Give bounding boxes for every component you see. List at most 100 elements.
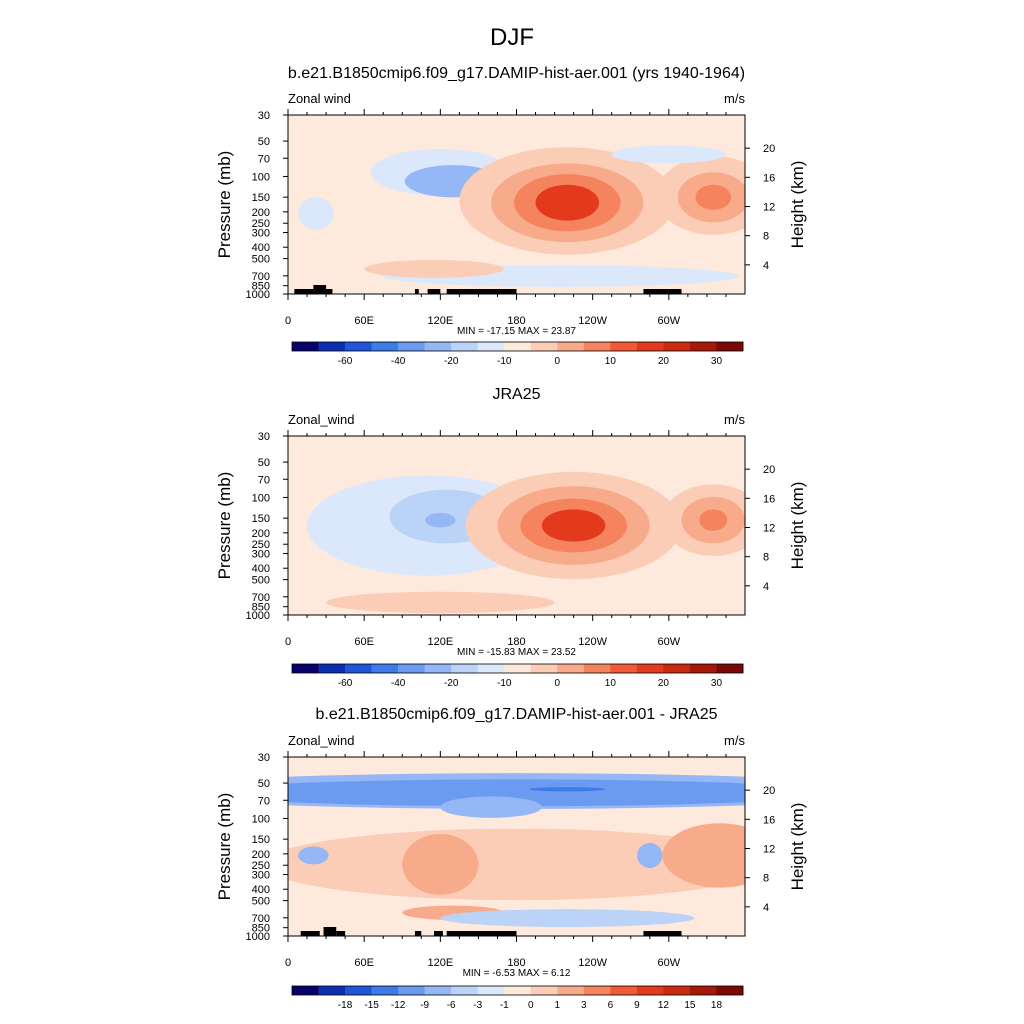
height-tick-label: 16	[763, 493, 775, 505]
pressure-tick-label: 50	[258, 778, 270, 790]
units-label: m/s	[724, 91, 745, 106]
units-label: m/s	[724, 412, 745, 427]
pressure-tick-label: 100	[252, 813, 270, 825]
colorbar-swatch	[318, 342, 346, 351]
panel-1: b.e21.B1850cmip6.f09_g17.DAMIP-hist-aer.…	[215, 65, 807, 367]
colorbar-label: 20	[658, 678, 670, 689]
colorbar-label: 1	[555, 1000, 561, 1011]
y-axis-label: Pressure (mb)	[215, 472, 234, 580]
colorbar-label: -20	[444, 356, 459, 367]
pressure-tick-label: 250	[252, 860, 270, 872]
contour-region	[611, 145, 726, 164]
colorbar-label: -18	[338, 1000, 353, 1011]
colorbar-swatch	[292, 986, 319, 995]
panel-title: b.e21.B1850cmip6.f09_g17.DAMIP-hist-aer.…	[315, 706, 717, 723]
pressure-tick-label: 30	[258, 431, 270, 443]
colorbar-frame	[291, 985, 744, 996]
colorbar-swatch	[371, 664, 399, 673]
colorbar-label: 18	[711, 1000, 723, 1011]
lon-tick-label: 60E	[354, 957, 374, 969]
lon-tick-label: 0	[285, 636, 291, 648]
colorbar-label: -40	[391, 356, 406, 367]
pressure-tick-label: 200	[252, 849, 270, 861]
topography-mask	[323, 927, 337, 936]
colorbar-swatch	[318, 986, 346, 995]
pressure-tick-label: 700	[252, 913, 270, 925]
variable-label: Zonal wind	[288, 91, 351, 106]
panel-title: JRA25	[492, 386, 540, 403]
colorbar-swatch	[689, 664, 717, 673]
colorbar-swatch	[583, 986, 611, 995]
height-tick-label: 8	[763, 231, 769, 243]
colorbar-label: -10	[497, 678, 512, 689]
colorbar-swatch	[345, 342, 372, 351]
pressure-tick-label: 100	[252, 492, 270, 504]
pressure-tick-label: 30	[258, 110, 270, 122]
y-axis-label: Pressure (mb)	[215, 793, 234, 901]
lon-tick-label: 120W	[578, 315, 607, 327]
lon-tick-label: 120E	[427, 957, 453, 969]
colorbar-swatch	[424, 664, 452, 673]
colorbar-swatch	[371, 342, 399, 351]
topography-mask	[294, 289, 314, 294]
colorbar-label: 20	[658, 356, 670, 367]
pressure-tick-label: 400	[252, 884, 270, 896]
figure-title: DJF	[490, 24, 534, 51]
contour-region	[541, 509, 606, 542]
panel-3: b.e21.B1850cmip6.f09_g17.DAMIP-hist-aer.…	[215, 706, 807, 1011]
colorbar-frame	[291, 341, 744, 352]
colorbar-swatch	[477, 664, 505, 673]
colorbar-swatch	[557, 986, 585, 995]
colorbar-swatch	[530, 986, 558, 995]
pressure-tick-label: 1000	[246, 610, 270, 622]
height-tick-label: 20	[763, 464, 775, 476]
variable-label: Zonal_wind	[288, 412, 355, 427]
colorbar-swatch	[504, 986, 532, 995]
contour-region	[326, 591, 555, 614]
colorbar-swatch	[451, 342, 479, 351]
lon-tick-label: 60W	[658, 315, 681, 327]
pressure-tick-label: 500	[252, 254, 270, 266]
colorbar-swatch	[477, 986, 505, 995]
contour-region	[440, 796, 542, 818]
contour-region	[298, 846, 329, 865]
lon-tick-label: 180	[507, 315, 525, 327]
colorbar-swatch	[504, 342, 532, 351]
topography-mask	[446, 289, 517, 294]
colorbar-swatch	[610, 664, 638, 673]
contour-region	[440, 909, 695, 928]
colorbar-swatch	[345, 986, 372, 995]
topography-mask	[313, 285, 327, 294]
colorbar-swatch	[583, 342, 611, 351]
contour-region	[288, 828, 745, 901]
colorbar-label: 0	[528, 1000, 534, 1011]
height-tick-label: 4	[763, 260, 769, 272]
colorbar-swatch	[636, 986, 664, 995]
colorbar-swatch	[716, 986, 744, 995]
colorbar-label: -1	[500, 1000, 509, 1011]
contour-fills	[307, 471, 745, 614]
topography-mask	[643, 931, 682, 936]
colorbar-swatch	[557, 342, 585, 351]
colorbar-swatch	[663, 986, 691, 995]
contour-region	[402, 833, 479, 895]
colorbar-label: 0	[555, 356, 561, 367]
colorbar-label: -3	[473, 1000, 482, 1011]
colorbar-swatch	[398, 342, 425, 351]
pressure-tick-label: 300	[252, 549, 270, 561]
variable-label: Zonal_wind	[288, 733, 355, 748]
colorbar-swatch	[477, 342, 505, 351]
panels: b.e21.B1850cmip6.f09_g17.DAMIP-hist-aer.…	[215, 65, 807, 1011]
topography-mask	[326, 289, 333, 294]
colorbar-swatch	[398, 986, 425, 995]
pressure-tick-label: 300	[252, 228, 270, 240]
topography-mask	[414, 931, 422, 936]
pressure-tick-label: 150	[252, 513, 270, 525]
colorbar-label: 30	[711, 678, 723, 689]
pressure-tick-label: 700	[252, 271, 270, 283]
topography-mask	[427, 289, 441, 294]
pressure-tick-label: 400	[252, 242, 270, 254]
units-label: m/s	[724, 733, 745, 748]
pressure-tick-label: 250	[252, 218, 270, 230]
